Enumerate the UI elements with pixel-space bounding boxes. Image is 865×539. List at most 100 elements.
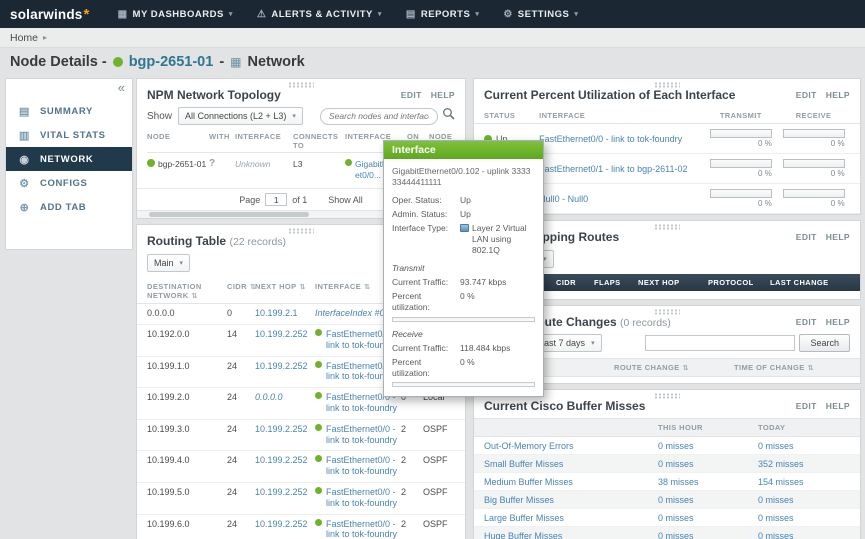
next-hop-link[interactable]: 0.0.0.0 bbox=[255, 392, 283, 403]
this-hour-value[interactable]: 0 misses bbox=[658, 530, 694, 539]
col-route-change[interactable]: ROUTE CHANGE ⇅ bbox=[614, 363, 689, 372]
next-hop-link[interactable]: 10.199.2.252 bbox=[255, 455, 308, 466]
page-of-label: of 1 bbox=[292, 194, 308, 205]
next-hop-link[interactable]: 10.199.2.252 bbox=[255, 518, 308, 529]
page-number-input[interactable] bbox=[265, 193, 288, 207]
today-value[interactable]: 154 misses bbox=[758, 476, 804, 487]
sidebar-item-add-tab[interactable]: ⊕ ADD TAB bbox=[6, 195, 132, 219]
col-protocol[interactable]: PROTOCOL bbox=[708, 278, 754, 287]
buffer-metric-link[interactable]: Big Buffer Misses bbox=[484, 494, 554, 505]
drag-handle[interactable] bbox=[654, 309, 680, 315]
today-value[interactable]: 352 misses bbox=[758, 458, 804, 469]
help-link[interactable]: HELP bbox=[825, 90, 850, 100]
vrf-select[interactable]: Main ▾ bbox=[147, 254, 191, 273]
sidebar-item-configs[interactable]: ⚙ CONFIGS bbox=[6, 171, 132, 195]
col-this-hour: THIS HOUR bbox=[658, 423, 703, 432]
route-interface-link[interactable]: FastEthernet0/0 - link to tok-foundry bbox=[326, 423, 398, 445]
show-all-link[interactable]: Show All bbox=[328, 194, 363, 205]
help-link[interactable]: HELP bbox=[825, 232, 850, 242]
edit-link[interactable]: EDIT bbox=[795, 232, 817, 242]
up-status-icon bbox=[484, 134, 492, 143]
this-hour-value[interactable]: 0 misses bbox=[658, 494, 694, 505]
interface-link[interactable]: FastEthernet0/1 - link to bgp-2611-02 bbox=[539, 163, 688, 174]
today-value[interactable]: 0 misses bbox=[758, 512, 794, 523]
protocol-value: OSPF bbox=[423, 487, 448, 498]
page-title-prefix: Node Details - bbox=[10, 54, 107, 70]
help-link[interactable]: HELP bbox=[825, 317, 850, 327]
today-value[interactable]: 0 misses bbox=[758, 440, 794, 451]
drag-handle[interactable] bbox=[288, 228, 314, 235]
today-value[interactable]: 0 misses bbox=[758, 530, 794, 539]
col-cidr[interactable]: CIDR bbox=[556, 278, 576, 287]
route-interface-link[interactable]: InterfaceIndex #0 bbox=[315, 308, 385, 319]
edit-link[interactable]: EDIT bbox=[400, 90, 422, 100]
receive-percent: 0 % bbox=[830, 139, 845, 148]
nav-reports[interactable]: ▤ REPORTS ▾ bbox=[394, 0, 491, 28]
col-destination-network[interactable]: DESTINATION NETWORK ⇅ bbox=[147, 282, 202, 301]
edit-link[interactable]: EDIT bbox=[795, 90, 817, 100]
next-hop-link[interactable]: 10.199.2.252 bbox=[255, 487, 308, 498]
col-next-hop[interactable]: NEXT HOP⇅ bbox=[255, 282, 306, 292]
help-link[interactable]: HELP bbox=[430, 90, 455, 100]
col-metric bbox=[484, 423, 658, 432]
route-interface-link[interactable]: FastEthernet0/0 - link to tok-foundry bbox=[326, 518, 398, 539]
buffer-metric-link[interactable]: Small Buffer Misses bbox=[484, 458, 564, 469]
scrollbar-thumb[interactable] bbox=[149, 212, 309, 218]
col-time-of-change[interactable]: TIME OF CHANGE ⇅ bbox=[734, 363, 814, 372]
this-hour-value[interactable]: 38 misses bbox=[658, 476, 699, 487]
col-last-change[interactable]: LAST CHANGE bbox=[770, 278, 829, 287]
nav-my-dashboards[interactable]: ▦ MY DASHBOARDS ▾ bbox=[106, 0, 245, 28]
next-hop-link[interactable]: 10.199.2.252 bbox=[255, 329, 308, 340]
route-interface-link[interactable]: FastEthernet0/0 - link to tok-foundry bbox=[326, 329, 398, 350]
this-hour-value[interactable]: 0 misses bbox=[658, 512, 694, 523]
sidebar-item-vital-stats[interactable]: ▥ VITAL STATS bbox=[6, 123, 132, 147]
period-select[interactable]: Last 7 days ▾ bbox=[532, 334, 602, 352]
search-icon[interactable] bbox=[442, 107, 455, 125]
connections-select[interactable]: All Connections (L2 + L3) ▾ bbox=[178, 107, 303, 125]
sidebar-collapse-icon[interactable]: « bbox=[117, 80, 125, 95]
drag-handle[interactable] bbox=[654, 82, 680, 88]
col-cidr[interactable]: CIDR ⇅ bbox=[227, 282, 257, 292]
col-next-hop[interactable]: NEXT HOP bbox=[638, 278, 680, 287]
buffer-metric-link[interactable]: Medium Buffer Misses bbox=[484, 476, 573, 487]
interface-link[interactable]: Null0 - Null0 bbox=[539, 193, 589, 204]
help-link[interactable]: HELP bbox=[825, 401, 850, 411]
col-flaps[interactable]: FLAPS bbox=[594, 278, 621, 287]
next-hop-link[interactable]: 10.199.2.252 bbox=[255, 423, 308, 434]
search-button[interactable]: Search bbox=[799, 334, 850, 352]
col-interface[interactable]: INTERFACE ⇅ bbox=[315, 282, 371, 292]
interface-row: Null0 - Null0 0 % 0 % bbox=[474, 184, 860, 214]
this-hour-value[interactable]: 0 misses bbox=[658, 458, 694, 469]
cidr-value: 24 bbox=[227, 423, 238, 434]
buffer-metric-link[interactable]: Out-Of-Memory Errors bbox=[484, 440, 574, 451]
sidebar-item-network[interactable]: ◉ NETWORK bbox=[6, 147, 132, 171]
peer-interface-link[interactable]: GigabitEthernet0/0... bbox=[355, 159, 407, 180]
next-hop-link[interactable]: 10.199.2.1 bbox=[255, 308, 298, 319]
today-value[interactable]: 0 misses bbox=[758, 494, 794, 505]
nav-settings[interactable]: ⚙ SETTINGS ▾ bbox=[491, 0, 590, 28]
this-hour-value[interactable]: 0 misses bbox=[658, 440, 694, 451]
interface-link[interactable]: FastEthernet0/0 - link to tok-foundry bbox=[539, 133, 683, 144]
solarwinds-logo[interactable]: solarwinds * bbox=[0, 6, 106, 23]
route-interface-link[interactable]: FastEthernet0/0 - link to tok-foundry bbox=[326, 455, 398, 477]
edit-link[interactable]: EDIT bbox=[795, 401, 817, 411]
topology-node-name[interactable]: bgp-2651-01 bbox=[158, 159, 207, 169]
nav-alerts-activity[interactable]: ⚠ ALERTS & ACTIVITY ▾ bbox=[245, 0, 394, 28]
drag-handle[interactable] bbox=[654, 224, 680, 230]
metric-value: 0 bbox=[401, 392, 407, 403]
buffer-metric-link[interactable]: Large Buffer Misses bbox=[484, 512, 564, 523]
breadcrumb-home-link[interactable]: Home bbox=[10, 31, 39, 44]
drag-handle[interactable] bbox=[288, 82, 314, 88]
route-changes-search-input[interactable] bbox=[645, 335, 796, 351]
drag-handle[interactable] bbox=[654, 393, 680, 399]
chevron-down-icon: ▾ bbox=[179, 260, 184, 268]
node-name-link[interactable]: bgp-2651-01 bbox=[128, 54, 214, 70]
topology-search-input[interactable] bbox=[320, 107, 438, 125]
route-interface-link[interactable]: FastEthernet0/0 - link to tok-foundry bbox=[326, 360, 398, 382]
route-interface-link[interactable]: FastEthernet0/0 - link to tok-foundry bbox=[326, 487, 398, 508]
edit-link[interactable]: EDIT bbox=[795, 317, 817, 327]
route-interface-link[interactable]: FastEthernet0/0 - link to tok-foundry bbox=[326, 392, 398, 414]
buffer-metric-link[interactable]: Huge Buffer Misses bbox=[484, 530, 563, 539]
next-hop-link[interactable]: 10.199.2.252 bbox=[255, 360, 308, 371]
sidebar-item-summary[interactable]: ▤ SUMMARY bbox=[6, 99, 132, 123]
